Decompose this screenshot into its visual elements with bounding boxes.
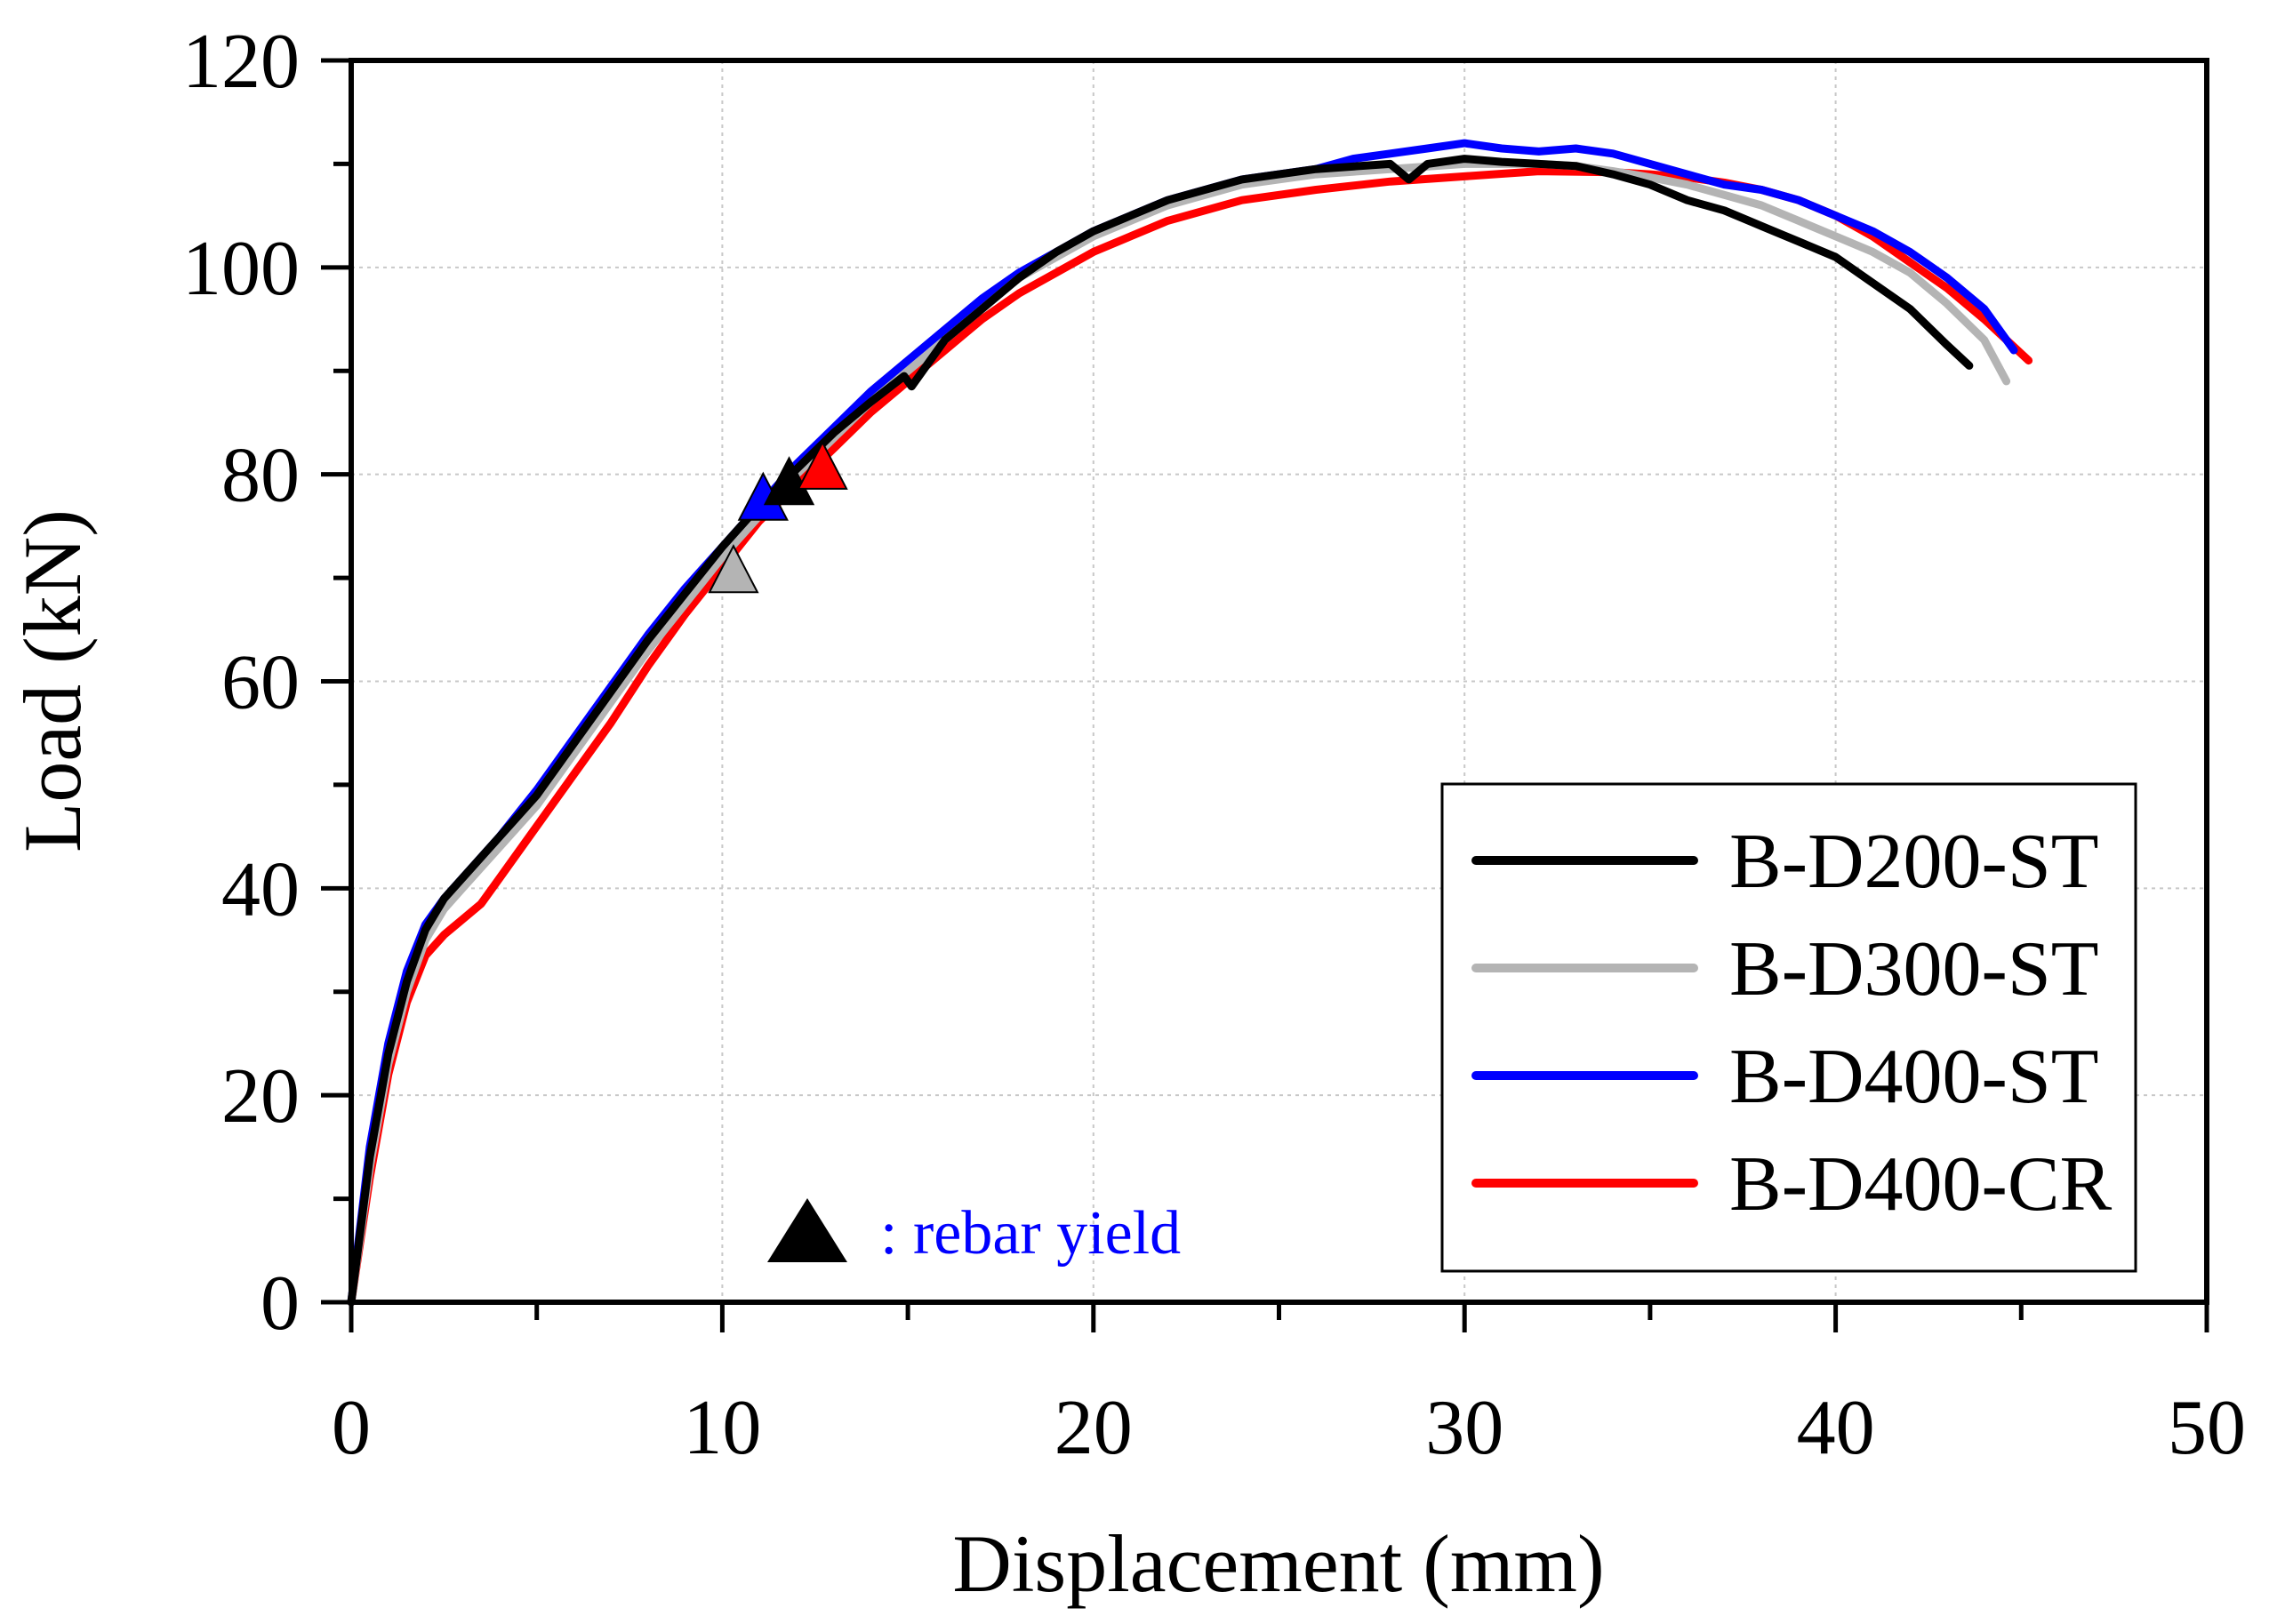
x-tick-label: 50 <box>2168 1385 2246 1471</box>
y-tick-label: 40 <box>221 846 300 932</box>
x-tick-label: 0 <box>332 1385 371 1471</box>
yield-marker-b-d200-st <box>763 456 815 506</box>
x-tick-label: 10 <box>683 1385 761 1471</box>
y-tick-label: 120 <box>182 19 300 105</box>
y-tick-label: 60 <box>221 640 300 726</box>
y-tick-label: 100 <box>182 226 300 312</box>
x-tick-label: 20 <box>1054 1385 1133 1471</box>
x-tick-label: 30 <box>1425 1385 1503 1471</box>
y-tick-label: 80 <box>221 433 300 519</box>
y-axis-title: Load (kN) <box>7 509 98 852</box>
y-tick-label: 20 <box>221 1053 300 1140</box>
series-lines <box>347 139 2033 1307</box>
axis-ticks <box>321 58 2209 1332</box>
legend-label-b-d300-st: B-D300-ST <box>1729 926 2099 1012</box>
yield-marker-b-d300-st <box>708 544 759 594</box>
legend-box <box>1440 782 2137 1273</box>
legend-label-b-d200-st: B-D200-ST <box>1729 819 2099 905</box>
yield-annotation: : rebar yield <box>767 1198 1181 1268</box>
yield-markers <box>708 440 848 594</box>
yield-legend-marker <box>767 1198 847 1262</box>
series-line-b-d200-st <box>347 155 1974 1307</box>
x-tick-labels: 0 10 20 30 40 50 <box>332 1385 2246 1471</box>
legend-label-b-d400-st: B-D400-ST <box>1729 1034 2099 1120</box>
y-tick-label: 0 <box>261 1260 300 1347</box>
yield-marker-b-d400-cr <box>797 440 848 490</box>
x-tick-label: 40 <box>1797 1385 1875 1471</box>
legend: B-D200-ST B-D300-ST B-D400-ST B-D400-CR <box>1440 782 2137 1273</box>
yield-legend-text: : rebar yield <box>880 1199 1181 1268</box>
legend-label-b-d400-cr: B-D400-CR <box>1729 1141 2113 1228</box>
y-tick-labels: 0 20 40 60 80 100 120 <box>182 19 300 1347</box>
x-axis-title: Displacement (mm) <box>952 1518 1604 1609</box>
